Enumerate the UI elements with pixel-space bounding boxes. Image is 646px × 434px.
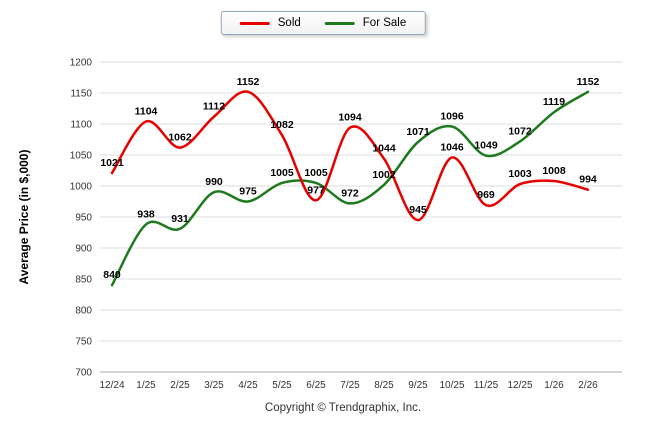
copyright-text: Copyright © Trendgraphix, Inc.: [264, 402, 422, 414]
x-tick-label: 2/25: [170, 380, 190, 391]
data-label-for-sale: 1119: [543, 96, 565, 108]
data-label-for-sale: 1005: [270, 167, 294, 179]
x-tick-label: 12/24: [99, 380, 124, 391]
y-tick-label: 1050: [70, 151, 93, 162]
data-label-sold: 1003: [508, 168, 532, 180]
y-tick-label: 1200: [70, 58, 93, 69]
y-tick-label: 1000: [70, 182, 93, 193]
x-tick-label: 1/26: [544, 380, 564, 391]
series-path-for-sale: [110, 90, 590, 287]
data-label-sold: 1112: [203, 101, 225, 113]
y-tick-label: 800: [75, 306, 92, 317]
data-label-sold: 1094: [338, 112, 362, 124]
data-label-for-sale: 938: [137, 208, 155, 220]
y-tick-label: 1150: [70, 89, 92, 100]
data-label-sold: 994: [579, 174, 597, 186]
data-label-for-sale: 975: [239, 186, 257, 198]
y-tick-label: 950: [75, 213, 92, 224]
data-label-sold: 1062: [168, 132, 192, 144]
x-tick-label: 2/26: [578, 380, 598, 391]
data-label-sold: 1152: [237, 76, 260, 88]
data-label-sold: 1104: [135, 106, 158, 118]
data-label-sold: 969: [477, 189, 495, 201]
y-tick-label: 750: [75, 337, 92, 348]
y-axis-title: Average Price (in $,000): [17, 150, 31, 285]
x-tick-label: 9/25: [408, 380, 428, 391]
sold-line-swatch: [239, 21, 270, 25]
y-tick-label: 900: [75, 244, 92, 255]
data-label-sold: 1046: [440, 142, 464, 154]
data-label-for-sale: 1049: [474, 140, 498, 152]
x-tick-label: 3/25: [204, 380, 224, 391]
data-label-for-sale: 1072: [508, 125, 532, 137]
chart-legend: Sold For Sale: [220, 11, 426, 35]
y-tick-label: 850: [75, 275, 92, 286]
y-tick-label: 700: [75, 368, 92, 379]
data-label-for-sale: 840: [103, 269, 121, 281]
data-label-for-sale: 1152: [577, 76, 600, 88]
series-path-sold: [110, 90, 590, 222]
legend-label-sold: Sold: [277, 17, 301, 29]
x-tick-label: 6/25: [306, 380, 326, 391]
data-label-for-sale: 972: [341, 187, 359, 199]
legend-item-for-sale: For Sale: [324, 17, 407, 29]
data-label-sold: 1021: [100, 157, 124, 169]
y-tick-label: 1100: [70, 120, 92, 131]
data-label-for-sale: 1096: [440, 111, 464, 123]
for-sale-line-swatch: [324, 21, 355, 25]
x-tick-label: 8/25: [374, 380, 394, 391]
data-label-sold: 1082: [270, 119, 294, 131]
data-label-sold: 1044: [372, 143, 396, 155]
data-label-for-sale: 990: [205, 176, 223, 188]
legend-label-for-sale: For Sale: [362, 17, 407, 29]
data-label-for-sale: 1071: [406, 126, 430, 138]
x-tick-label: 1/25: [136, 380, 156, 391]
data-label-for-sale: 931: [171, 213, 189, 225]
legend-item-sold: Sold: [239, 17, 301, 29]
data-label-for-sale: 1005: [304, 167, 328, 179]
data-label-for-sale: 1002: [372, 169, 396, 181]
data-label-sold: 1008: [542, 165, 566, 177]
x-tick-label: 12/25: [507, 380, 532, 391]
data-label-sold: 945: [409, 204, 427, 216]
x-tick-label: 11/25: [474, 380, 499, 391]
x-tick-label: 10/25: [439, 380, 464, 391]
data-label-sold: 977: [307, 184, 325, 196]
x-tick-label: 4/25: [238, 380, 258, 391]
x-tick-label: 5/25: [272, 380, 292, 391]
x-tick-label: 7/25: [340, 380, 360, 391]
